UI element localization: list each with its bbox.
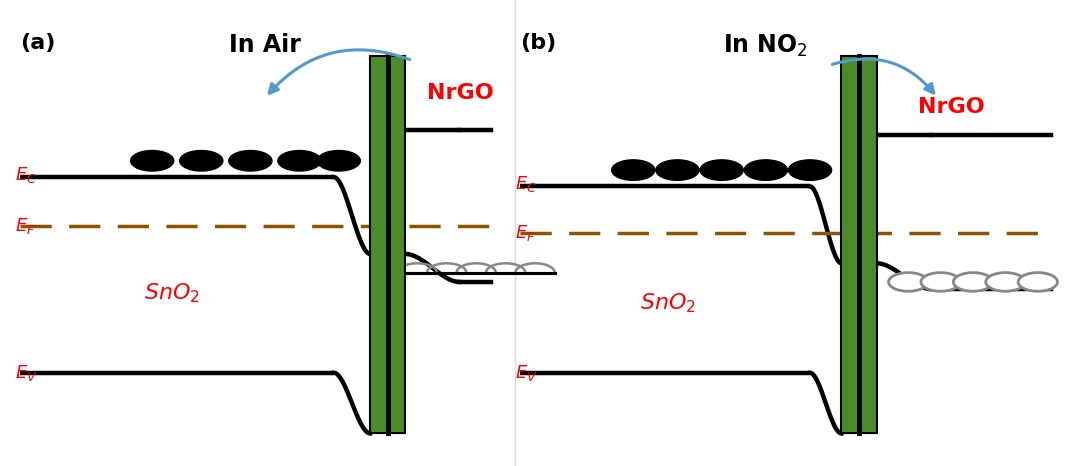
Circle shape [744, 160, 787, 180]
Text: $SnO_2$: $SnO_2$ [639, 291, 696, 315]
Text: In NO$_2$: In NO$_2$ [724, 33, 808, 59]
Circle shape [179, 151, 222, 171]
Circle shape [656, 160, 699, 180]
Text: $E_C$: $E_C$ [515, 174, 538, 194]
Circle shape [131, 151, 174, 171]
Text: $SnO_2$: $SnO_2$ [144, 282, 200, 305]
Circle shape [611, 160, 654, 180]
Text: NrGO: NrGO [918, 97, 985, 117]
Circle shape [1018, 273, 1057, 291]
Text: (a): (a) [19, 33, 55, 53]
Circle shape [921, 273, 960, 291]
Circle shape [954, 273, 993, 291]
Text: $E_C$: $E_C$ [15, 165, 37, 185]
Text: (b): (b) [521, 33, 556, 53]
Circle shape [318, 151, 361, 171]
Circle shape [278, 151, 321, 171]
Circle shape [700, 160, 743, 180]
Bar [841, 56, 877, 433]
Text: In Air: In Air [229, 33, 301, 57]
Text: $E_V$: $E_V$ [15, 363, 38, 383]
Circle shape [229, 151, 272, 171]
Text: $E_F$: $E_F$ [15, 216, 36, 236]
Bar [370, 56, 405, 433]
Circle shape [986, 273, 1025, 291]
Circle shape [788, 160, 832, 180]
Text: $E_F$: $E_F$ [515, 223, 537, 243]
Circle shape [889, 273, 928, 291]
Text: $E_V$: $E_V$ [515, 363, 538, 383]
Text: NrGO: NrGO [427, 83, 494, 103]
